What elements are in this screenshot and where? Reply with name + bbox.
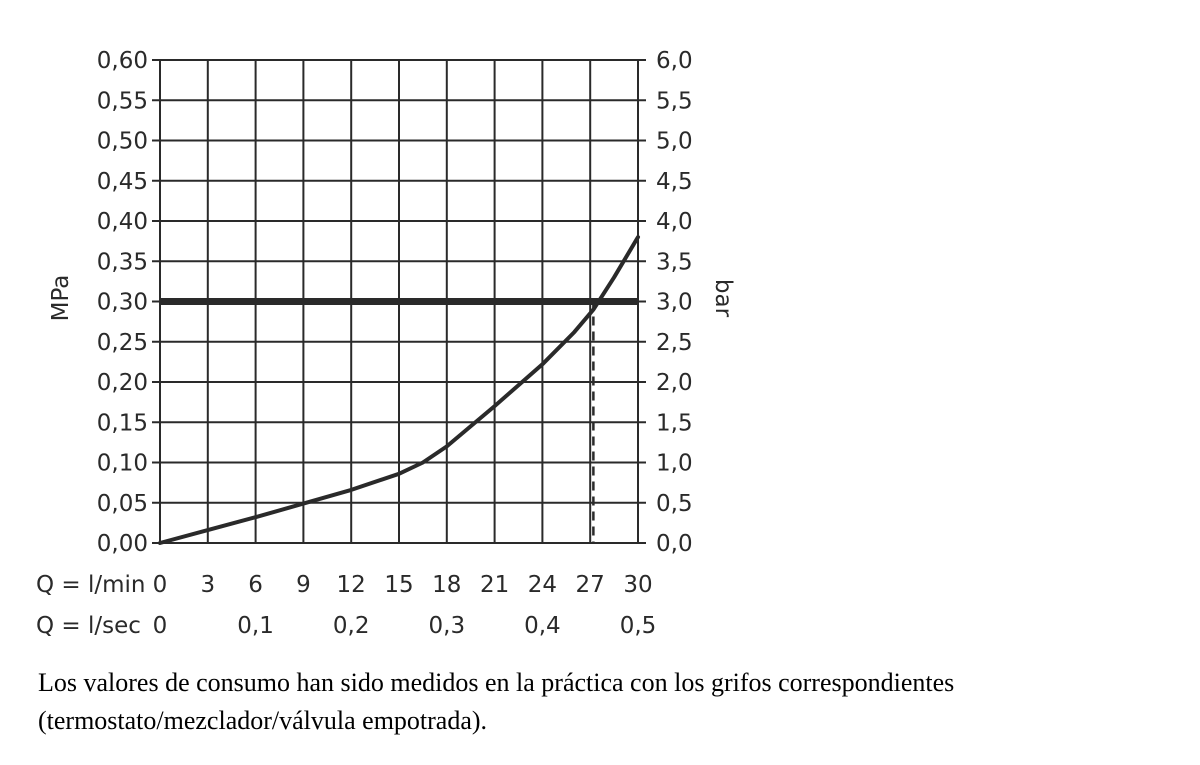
x-lmin-tick-label: 27	[576, 572, 605, 598]
x-lmin-tick-label: 15	[384, 572, 413, 598]
x-lsec-tick-label: 0	[153, 613, 168, 639]
x-lmin-tick-label: 3	[200, 572, 215, 598]
y-left-axis-label: MPa	[48, 275, 74, 322]
y-left-tick-label: 0,15	[97, 410, 148, 436]
y-left-tick-label: 0,20	[97, 370, 148, 396]
series-group	[158, 235, 640, 545]
y-right-tick-label: 6,0	[656, 48, 693, 74]
y-left-tick-label: 0,00	[97, 531, 148, 557]
series-line	[158, 235, 640, 545]
y-left-tick-label: 0,30	[97, 290, 148, 316]
y-right-tick-label: 4,5	[656, 169, 693, 195]
y-left-tick-label: 0,35	[97, 249, 148, 275]
caption-line-1: Los valores de consumo han sido medidos …	[38, 668, 955, 697]
y-left-tick-label: 0,40	[97, 209, 148, 235]
x-lmin-tick-label: 6	[248, 572, 263, 598]
y-left-tick-label: 0,45	[97, 169, 148, 195]
y-right-tick-label: 0,5	[656, 491, 693, 517]
x-lsec-tick-label: 0,5	[620, 613, 657, 639]
y-left-tick-label: 0,25	[97, 330, 148, 356]
x-lmin-tick-label: 24	[528, 572, 557, 598]
x-lmin-tick-label: 18	[432, 572, 461, 598]
x-lsec-tick-label: 0,1	[237, 613, 274, 639]
y-left-tick-label: 0,50	[97, 129, 148, 155]
chart-caption: Los valores de consumo han sido medidos …	[38, 664, 1178, 740]
x-lmin-tick-label: 21	[480, 572, 509, 598]
y-right-tick-label: 5,5	[656, 88, 693, 114]
x-lmin-tick-label: 12	[337, 572, 366, 598]
x-row-lmin-label: Q = l/min	[36, 572, 146, 598]
y-right-tick-label: 2,0	[656, 370, 693, 396]
y-right-tick-label: 2,5	[656, 330, 693, 356]
y-right-tick-label: 1,5	[656, 410, 693, 436]
x-lmin-tick-label: 9	[296, 572, 311, 598]
caption-line-2: (termostato/mezclador/válvula empotrada)…	[38, 706, 488, 735]
y-left-tick-label: 0,10	[97, 451, 148, 477]
tick-labels: 0,00 0,00,05 0,50,10 1,00,15 1,50,20 2,00,25 2…	[97, 48, 693, 639]
y-right-axis-label: bar	[710, 279, 736, 318]
y-right-tick-label: 3,0	[656, 290, 693, 316]
y-right-tick-label: 5,0	[656, 129, 693, 155]
y-right-tick-label: 1,0	[656, 451, 693, 477]
x-row-lsec-label: Q = l/sec	[36, 613, 141, 639]
y-left-tick-label: 0,05	[97, 491, 148, 517]
x-lmin-tick-label: 0	[153, 572, 168, 598]
x-lsec-tick-label: 0,4	[524, 613, 561, 639]
y-right-tick-label: 4,0	[656, 209, 693, 235]
x-lmin-tick-label: 30	[623, 572, 652, 598]
chart-grid	[152, 59, 646, 544]
x-lsec-tick-label: 0,3	[429, 613, 466, 639]
pressure-flow-chart: 0,00 0,00,05 0,50,10 1,00,15 1,50,20 2,00,25 2…	[36, 48, 736, 639]
y-right-tick-label: 3,5	[656, 249, 693, 275]
y-left-tick-label: 0,55	[97, 88, 148, 114]
x-lsec-tick-label: 0,2	[333, 613, 370, 639]
y-right-tick-label: 0,0	[656, 531, 693, 557]
y-left-tick-label: 0,60	[97, 48, 148, 74]
